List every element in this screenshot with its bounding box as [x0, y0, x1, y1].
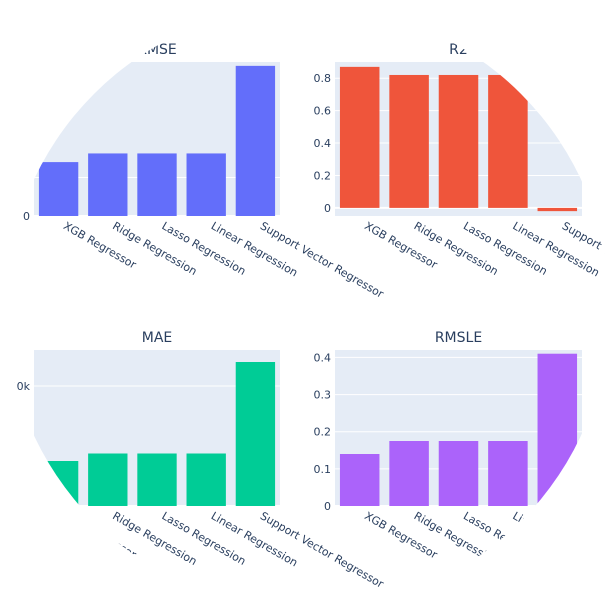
y-tick-label: 0.8 [314, 72, 332, 85]
bar-4 [186, 453, 226, 506]
y-tick-label: 0.2 [314, 169, 332, 182]
y-tick-label: 0.4 [314, 351, 332, 364]
subplot-title: RMSE [137, 42, 177, 58]
bar-1 [38, 162, 79, 216]
y-tick-label: 20k [10, 172, 31, 185]
bar-5 [235, 65, 276, 216]
y-tick-label: 40k [10, 380, 31, 393]
bar-4 [488, 74, 528, 208]
y-tick-label: 0.2 [314, 426, 332, 439]
x-tick-label: Ridge Regression [412, 509, 501, 568]
bar-5 [537, 353, 578, 506]
x-tick-label: Support Vector Regressor [560, 509, 615, 591]
bar-3 [438, 74, 479, 208]
bar-5 [537, 207, 578, 212]
bar-2 [389, 441, 429, 506]
bar-1 [339, 66, 380, 208]
bar-4 [488, 441, 528, 506]
x-tick-label: Lasso Regression [160, 219, 249, 278]
x-tick-label: Lasso Regression [461, 509, 550, 568]
subplot-title: RMSLE [435, 330, 482, 346]
x-tick-label: Linear Regression [510, 509, 601, 569]
x-tick-label: Ridge Regression [110, 509, 199, 568]
y-tick-label: 0 [23, 210, 30, 223]
x-tick-label: Lasso Regression [160, 509, 249, 568]
y-tick-label: 0.1 [314, 463, 332, 476]
x-tick-label: Ridge Regression [110, 219, 199, 278]
y-tick-label: 0 [324, 202, 331, 215]
bar-2 [88, 453, 128, 506]
y-tick-label: 0 [324, 500, 331, 513]
bar-1 [38, 461, 79, 506]
bar-4 [186, 153, 226, 216]
y-tick-label: 0 [23, 500, 30, 513]
y-tick-label: 0.6 [314, 105, 332, 118]
x-tick-label: Linear Regression [209, 219, 300, 279]
x-tick-label: Ridge Regression [412, 219, 501, 278]
x-tick-label: Linear Regression [510, 219, 601, 279]
bar-2 [88, 153, 128, 216]
bar-5 [235, 362, 276, 506]
bar-3 [137, 153, 177, 216]
y-tick-label: 0.3 [314, 389, 332, 402]
x-tick-label: Linear Regression [209, 509, 300, 569]
bar-3 [137, 453, 177, 506]
subplot-title: R2 [449, 42, 468, 58]
bar-2 [389, 74, 429, 208]
x-tick-label: Lasso Regression [461, 219, 550, 278]
bar-3 [438, 441, 479, 506]
y-tick-label: 0.4 [314, 137, 332, 150]
subplot-title: MAE [142, 330, 173, 346]
bar-1 [339, 454, 380, 506]
